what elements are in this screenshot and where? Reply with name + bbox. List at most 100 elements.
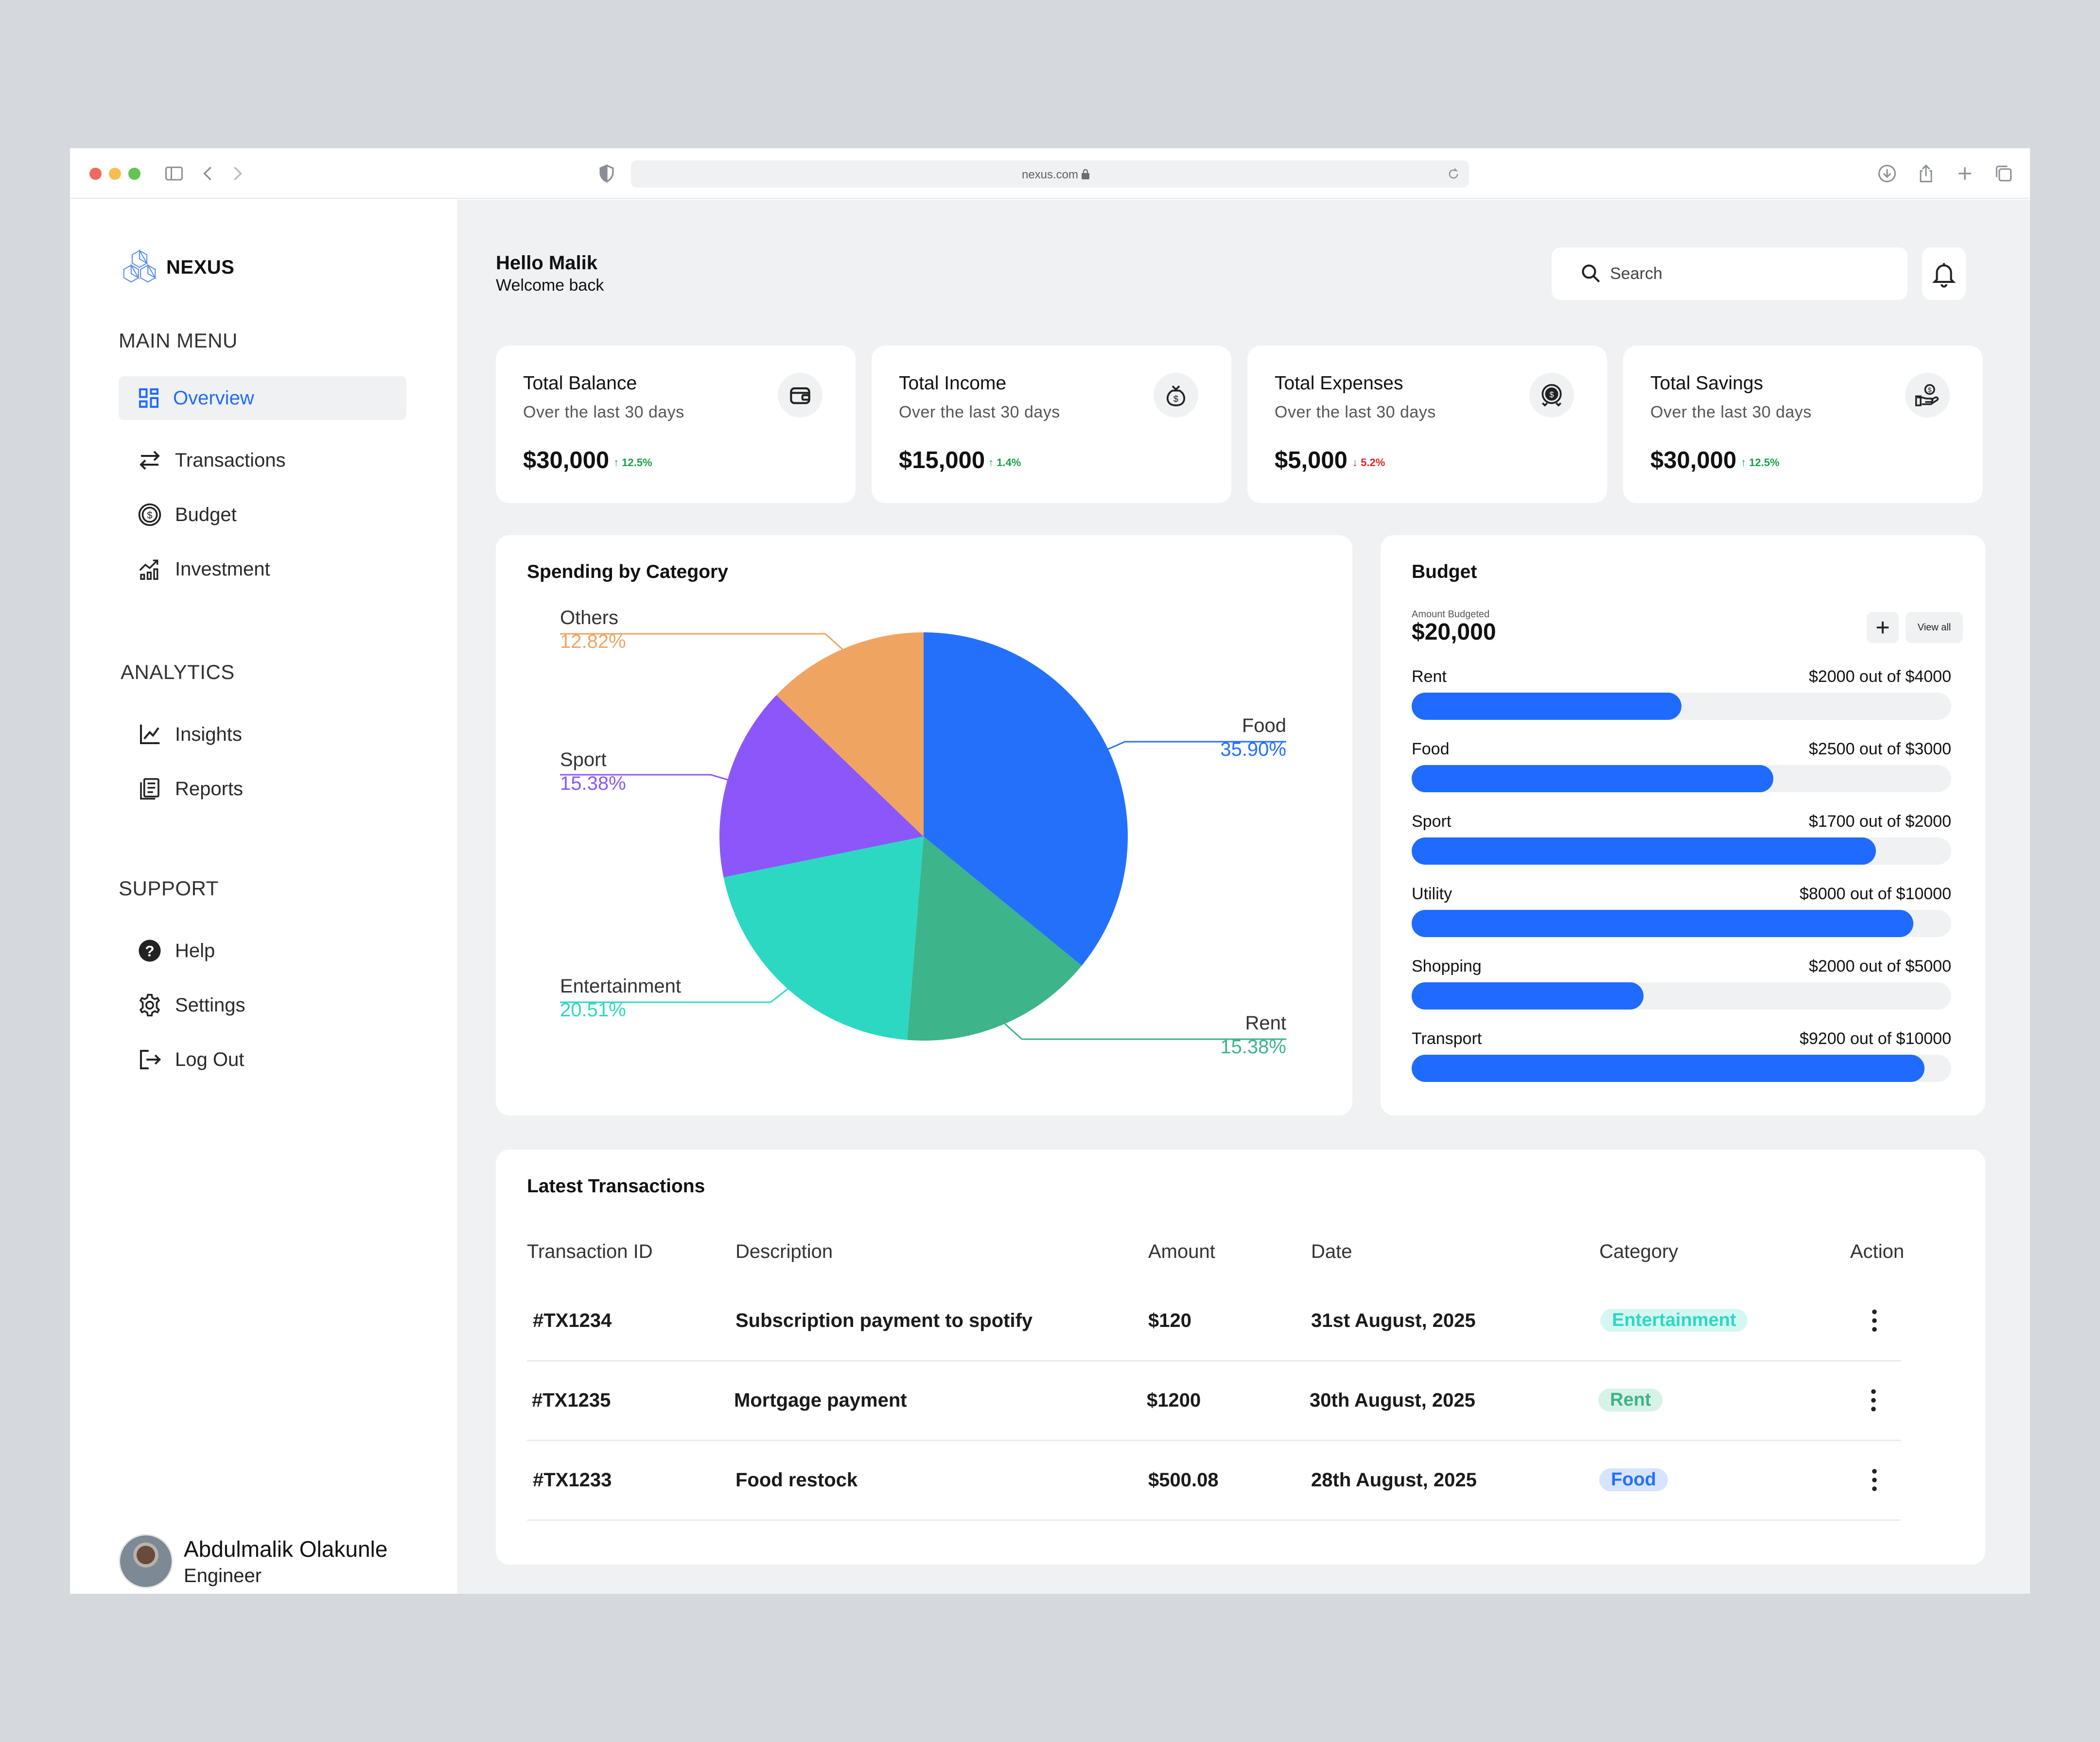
- column-header[interactable]: Amount: [1148, 1241, 1215, 1262]
- stat-subtitle: Over the last 30 days: [1650, 403, 1812, 421]
- budget-name: Transport: [1412, 1029, 1482, 1048]
- pie-slice-food[interactable]: [924, 632, 1128, 966]
- spending-pie-chart: [560, 632, 1286, 1041]
- column-header[interactable]: Transaction ID: [527, 1241, 653, 1262]
- svg-text:$: $: [1928, 386, 1932, 394]
- pie-label-sport: Sport 15.38%: [560, 749, 626, 795]
- table-row[interactable]: #TX1233 Food restock $500.08 28th August…: [527, 1441, 1901, 1521]
- nav-reports[interactable]: Reports: [119, 767, 406, 811]
- nav-reports-label: Reports: [175, 778, 244, 800]
- stat-value: $30,000: [1650, 447, 1737, 473]
- budget-name: Food: [1412, 740, 1450, 758]
- table-row[interactable]: #TX1235 Mortgage payment $1200 30th Augu…: [527, 1361, 1901, 1441]
- logo[interactable]: NEXUS: [119, 248, 234, 287]
- add-budget-button[interactable]: [1867, 612, 1899, 643]
- reload-icon[interactable]: [1447, 167, 1460, 181]
- close-window-button[interactable]: [89, 168, 102, 180]
- nav-investment[interactable]: Investment: [119, 547, 406, 591]
- amount-budgeted-label: Amount Budgeted: [1412, 609, 1490, 620]
- search-input[interactable]: [1610, 264, 1882, 283]
- spending-title: Spending by Category: [527, 561, 728, 582]
- bell-icon: [1932, 263, 1956, 288]
- svg-text:$: $: [1173, 394, 1179, 404]
- category-badge: Entertainment: [1600, 1309, 1748, 1332]
- budget-progress-track: [1412, 982, 1951, 1010]
- new-tab-icon[interactable]: [1954, 163, 1976, 184]
- column-header[interactable]: Date: [1311, 1241, 1352, 1262]
- user-name: Abdulmalik Olakunle: [184, 1536, 388, 1562]
- pie-slice-others[interactable]: [776, 632, 924, 836]
- arrows-swap-icon: [135, 446, 164, 475]
- lock-icon: [1082, 169, 1089, 179]
- budget-amount: $2000 out of $4000: [1808, 667, 1951, 686]
- stat-title: Total Savings: [1650, 373, 1763, 394]
- more-vertical-icon: [1872, 1309, 1877, 1332]
- pie-leader-line-others: [560, 633, 845, 652]
- stat-card-balance: Total Balance Over the last 30 days $30,…: [496, 346, 856, 503]
- grid-icon: [134, 383, 163, 413]
- stat-change-value: 1.4%: [997, 456, 1021, 469]
- pie-label-name: Rent: [1245, 1012, 1287, 1034]
- spending-card: Spending by Category Others 12.82% Sport…: [496, 535, 1352, 1115]
- tabs-overview-icon[interactable]: [1993, 163, 2014, 184]
- row-actions-button[interactable]: [1865, 1465, 1884, 1495]
- stat-subtitle: Over the last 30 days: [1275, 403, 1436, 421]
- nav-help[interactable]: ? Help: [119, 929, 406, 973]
- view-all-button[interactable]: View all: [1906, 612, 1963, 643]
- category-badge: Rent: [1598, 1389, 1663, 1411]
- nav-logout[interactable]: Log Out: [119, 1038, 406, 1081]
- minimize-window-button[interactable]: [109, 168, 121, 180]
- greeting: Hello Malik Welcome back: [496, 252, 604, 295]
- maximize-window-button[interactable]: [128, 168, 140, 180]
- logout-icon: [135, 1045, 164, 1074]
- address-bar[interactable]: nexus.com: [631, 160, 1469, 188]
- amount-budgeted-value: $20,000: [1412, 619, 1496, 645]
- search-box[interactable]: [1552, 247, 1908, 300]
- back-arrow-icon[interactable]: [197, 163, 219, 184]
- table-row[interactable]: #TX1234 Subscription payment to spotify …: [527, 1282, 1901, 1361]
- column-header[interactable]: Category: [1599, 1241, 1679, 1262]
- row-actions-button[interactable]: [1865, 1306, 1884, 1335]
- nav-help-label: Help: [175, 940, 215, 961]
- browser-window: nexus.com NEXUS: [70, 148, 2030, 1594]
- nav-budget[interactable]: $ Budget: [119, 493, 406, 537]
- budget-card: Budget Amount Budgeted $20,000 View all …: [1381, 535, 1985, 1115]
- forward-arrow-icon[interactable]: [227, 163, 248, 184]
- budget-name: Rent: [1412, 667, 1447, 686]
- stat-change: ↑ 1.4%: [988, 456, 1021, 469]
- stat-title: Total Expenses: [1275, 373, 1403, 394]
- nav-overview[interactable]: Overview: [119, 376, 406, 420]
- pie-label-name: Food: [1242, 715, 1286, 736]
- pie-label-name: Entertainment: [560, 976, 682, 997]
- pie-slice-sport[interactable]: [719, 695, 924, 877]
- nav-transactions[interactable]: Transactions: [119, 438, 406, 482]
- transaction-date: 31st August, 2025: [1311, 1310, 1476, 1331]
- download-icon[interactable]: [1876, 163, 1898, 184]
- stat-subtitle: Over the last 30 days: [523, 403, 684, 421]
- pie-label-percent: 15.38%: [560, 773, 626, 794]
- pie-label-rent: Rent 15.38%: [1220, 1012, 1286, 1058]
- user-profile[interactable]: Abdulmalik Olakunle Engineer: [119, 1534, 387, 1588]
- stat-change: ↑ 12.5%: [613, 456, 652, 469]
- user-role: Engineer: [184, 1565, 262, 1586]
- column-header[interactable]: Description: [735, 1241, 833, 1262]
- analytics-title: ANALYTICS: [121, 661, 235, 683]
- stat-change-value: 5.2%: [1361, 456, 1385, 469]
- sidebar-toggle-icon[interactable]: [163, 163, 185, 184]
- nav-investment-label: Investment: [175, 558, 270, 580]
- nav-settings[interactable]: Settings: [119, 983, 406, 1027]
- stat-card-income: Total Income Over the last 30 days $15,0…: [872, 346, 1231, 503]
- nexus-logo-icon: [123, 248, 157, 283]
- shield-icon[interactable]: [596, 163, 617, 184]
- row-actions-button[interactable]: [1864, 1386, 1883, 1415]
- money-bag-icon: $: [1154, 373, 1198, 418]
- nav-insights[interactable]: Insights: [119, 713, 406, 756]
- budget-amount: $2500 out of $3000: [1808, 740, 1951, 758]
- notifications-button[interactable]: [1922, 247, 1966, 300]
- share-icon[interactable]: [1915, 163, 1937, 184]
- budget-progress-fill: [1412, 1055, 1925, 1082]
- pie-slice-rent[interactable]: [907, 836, 1082, 1041]
- transaction-amount: $500.08: [1148, 1469, 1219, 1491]
- search-icon: [1582, 264, 1600, 283]
- pie-slice-entertainment[interactable]: [723, 836, 924, 1040]
